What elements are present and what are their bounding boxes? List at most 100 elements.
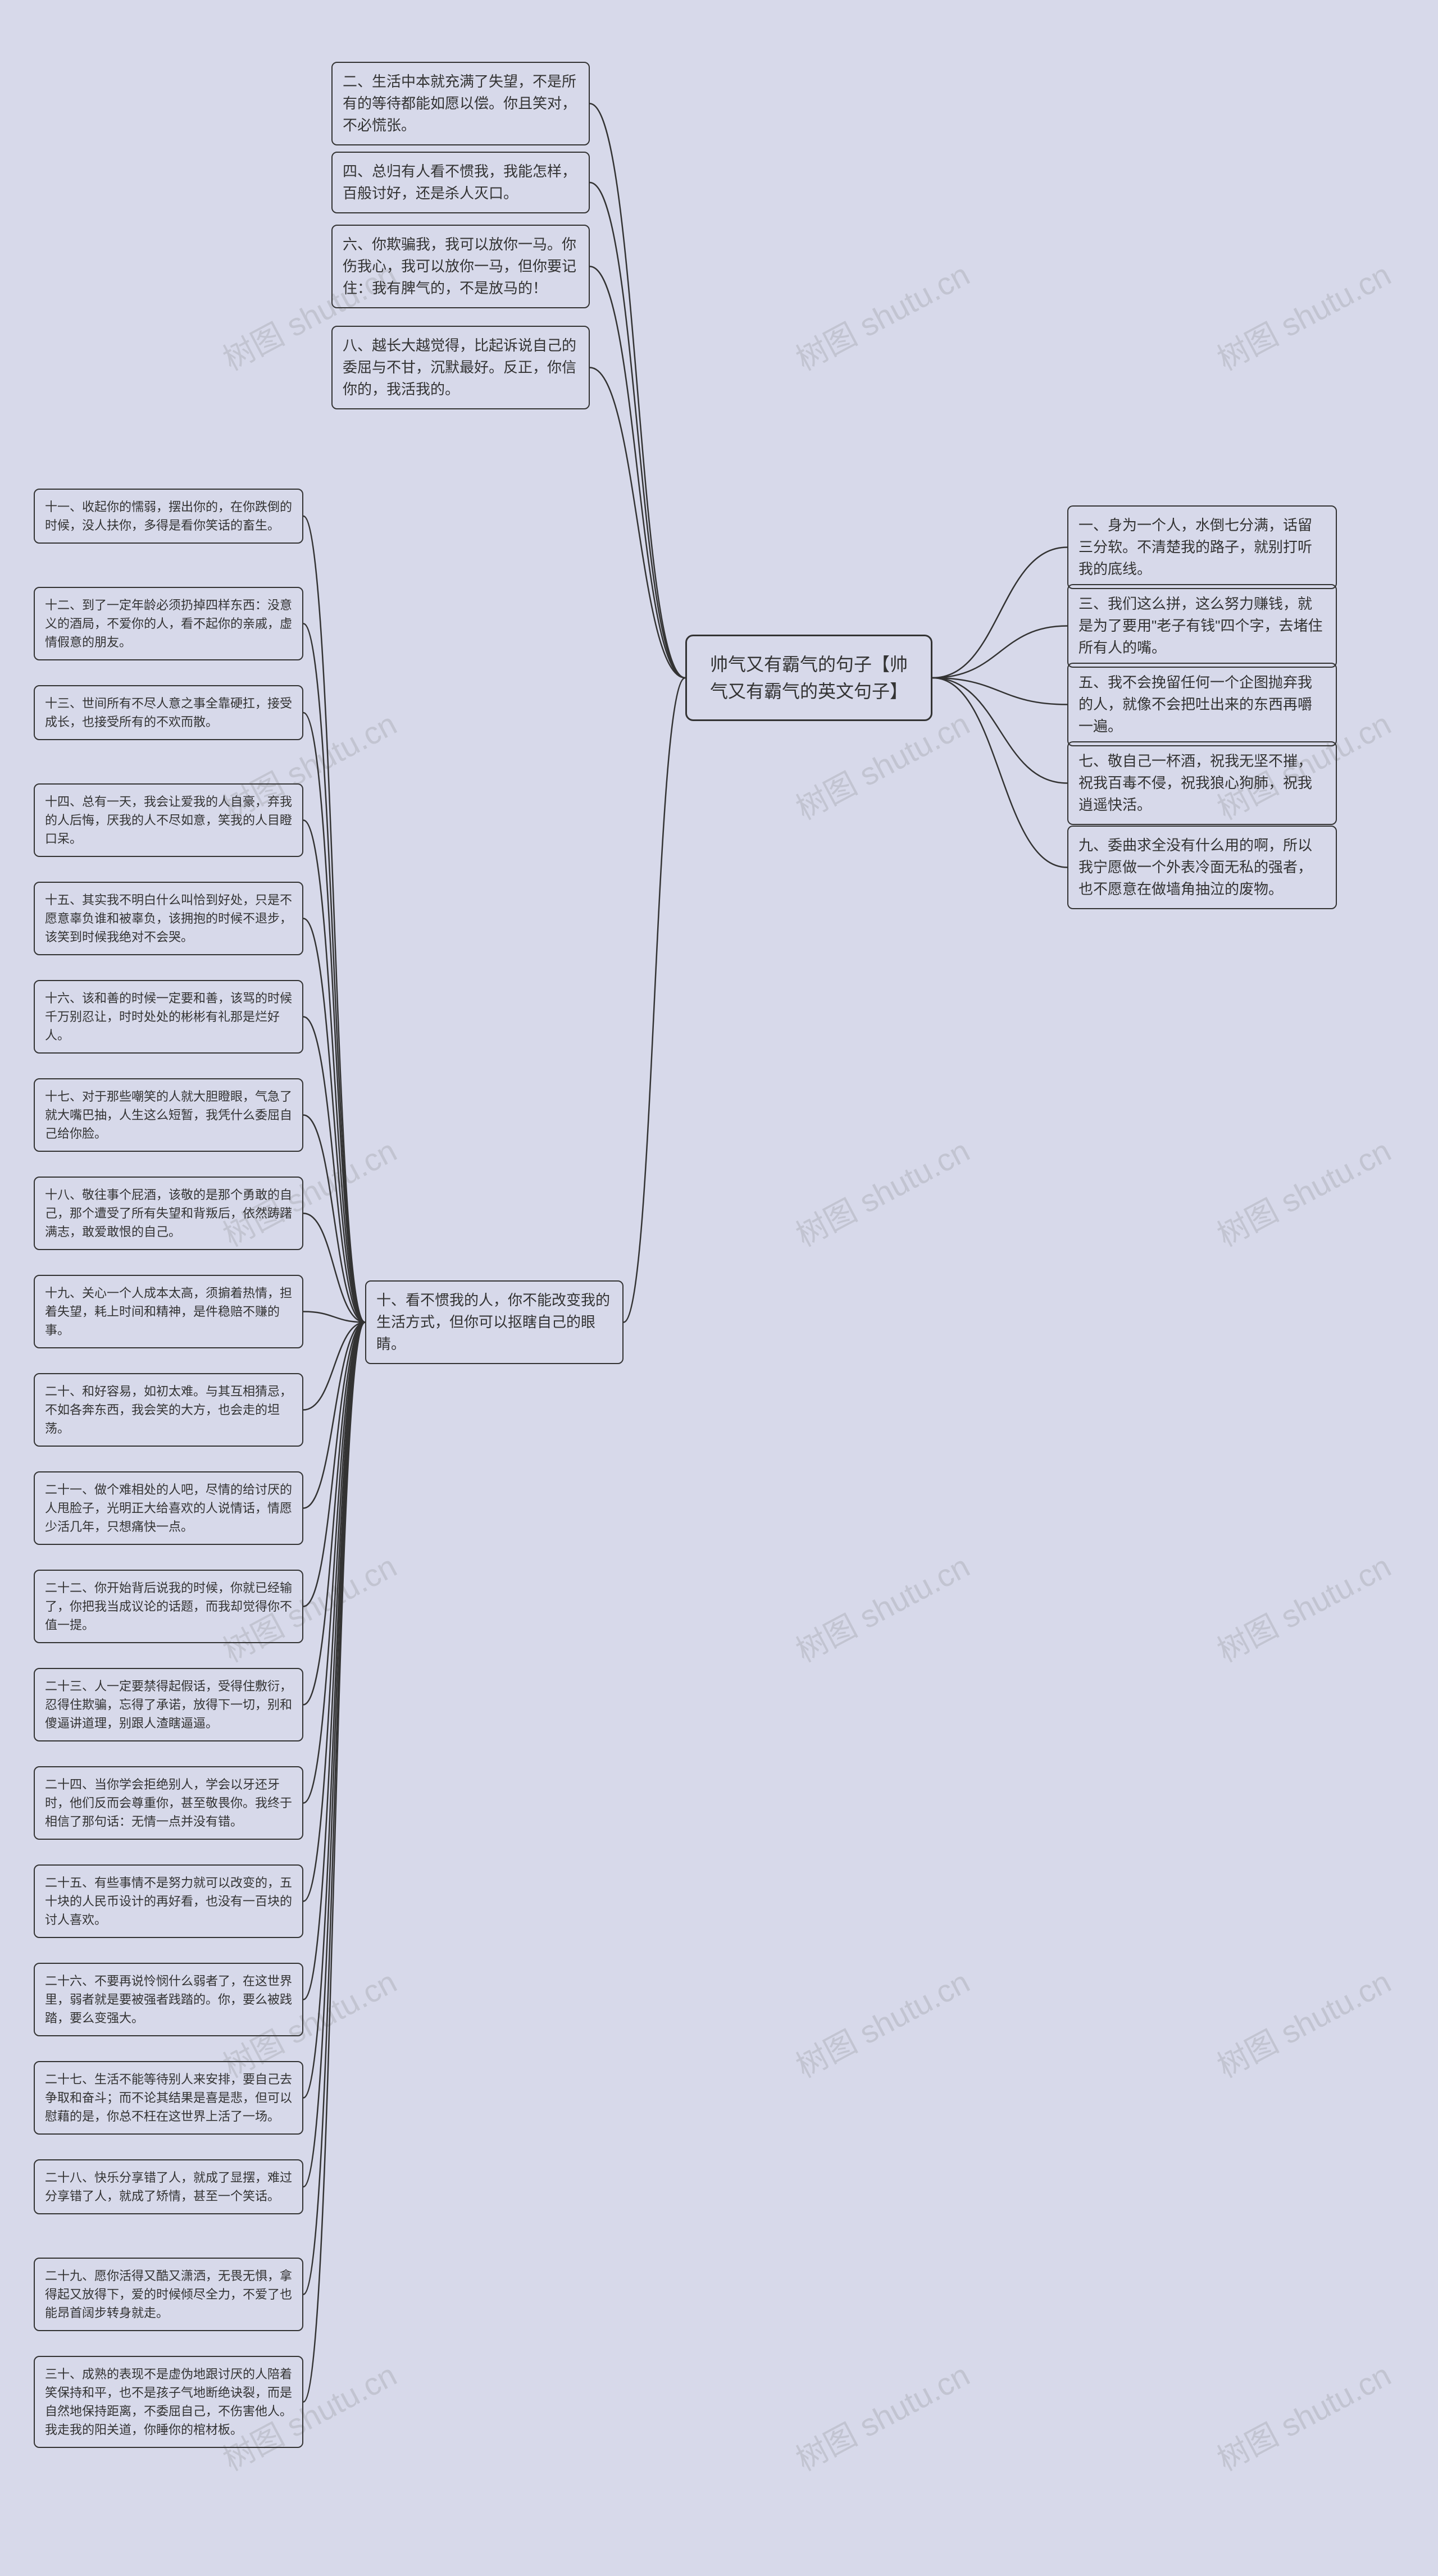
branch-ten-text: 十、看不惯我的人，你不能改变我的生活方式，但你可以抠瞎自己的眼睛。 bbox=[376, 1292, 610, 1352]
edge bbox=[590, 104, 685, 678]
leaf-node-text: 十四、总有一天，我会让爱我的人自豪，弃我的人后悔，厌我的人不尽如意，笑我的人目瞪… bbox=[45, 795, 292, 846]
watermark: 树图 shutu.cn bbox=[1208, 1957, 1398, 2087]
leaf-node-text: 十八、敬往事个屁酒，该敬的是那个勇敢的自己，那个遭受了所有失望和背叛后，依然踌躇… bbox=[45, 1188, 292, 1239]
leaf-node: 十九、关心一个人成本太高，须掮着热情，担着失望，耗上时间和精神，是件稳赔不赚的事… bbox=[34, 1275, 303, 1348]
top-branch: 二、生活中本就充满了失望，不是所有的等待都能如愿以偿。你且笑对，不必慌张。 bbox=[331, 62, 590, 145]
top-branch: 八、越长大越觉得，比起诉说自己的委屈与不甘，沉默最好。反正，你信你的，我活我的。 bbox=[331, 326, 590, 409]
edge bbox=[932, 678, 1067, 783]
edge bbox=[932, 626, 1067, 678]
watermark: 树图 shutu.cn bbox=[787, 2350, 977, 2480]
leaf-node-text: 二十七、生活不能等待别人来安排，要自己去争取和奋斗；而不论其结果是喜是悲，但可以… bbox=[45, 2072, 292, 2123]
leaf-node-text: 二十五、有些事情不是努力就可以改变的，五十块的人民币设计的再好看，也没有一百块的… bbox=[45, 1876, 292, 1927]
top-branch: 四、总归有人看不惯我，我能怎样，百般讨好，还是杀人灭口。 bbox=[331, 152, 590, 213]
leaf-node-text: 十九、关心一个人成本太高，须掮着热情，担着失望，耗上时间和精神，是件稳赔不赚的事… bbox=[45, 1286, 292, 1337]
leaf-node-text: 二十三、人一定要禁得起假话，受得住敷衍，忍得住欺骗，忘得了承诺，放得下一切，别和… bbox=[45, 1679, 292, 1730]
edge bbox=[303, 1323, 365, 1705]
leaf-node-text: 二十六、不要再说怜悯什么弱者了，在这世界里，弱者就是要被强者践踏的。你，要么被践… bbox=[45, 1974, 292, 2025]
leaf-node: 十六、该和善的时候一定要和善，该骂的时候千万别忍让，时时处处的彬彬有礼那是烂好人… bbox=[34, 980, 303, 1054]
leaf-node: 十五、其实我不明白什么叫恰到好处，只是不愿意辜负谁和被辜负，该拥抱的时候不退步，… bbox=[34, 882, 303, 955]
leaf-node: 二十四、当你学会拒绝别人，学会以牙还牙时，他们反而会尊重你，甚至敬畏你。我终于相… bbox=[34, 1766, 303, 1840]
leaf-node: 十七、对于那些嘲笑的人就大胆瞪眼，气急了就大嘴巴抽，人生这么短暂，我凭什么委屈自… bbox=[34, 1078, 303, 1152]
edge bbox=[303, 1323, 365, 1410]
edge bbox=[303, 1323, 365, 2295]
right-branch-text: 七、敬自己一杯酒，祝我无坚不摧，祝我百毒不侵，祝我狼心狗肺，祝我逍遥快活。 bbox=[1078, 753, 1312, 813]
edge bbox=[932, 678, 1067, 868]
edge bbox=[303, 1323, 365, 1508]
leaf-node-text: 十一、收起你的懦弱，摆出你的，在你跌倒的时候，没人扶你，多得是看你笑话的畜生。 bbox=[45, 500, 292, 532]
edge bbox=[303, 1115, 365, 1323]
edge bbox=[590, 267, 685, 678]
watermark: 树图 shutu.cn bbox=[1208, 1126, 1398, 1256]
leaf-node: 二十七、生活不能等待别人来安排，要自己去争取和奋斗；而不论其结果是喜是悲，但可以… bbox=[34, 2061, 303, 2135]
edge bbox=[303, 1323, 365, 2187]
top-branch: 六、你欺骗我，我可以放你一马。你伤我心，我可以放你一马，但你要记住：我有脾气的，… bbox=[331, 225, 590, 308]
watermark: 树图 shutu.cn bbox=[787, 1126, 977, 1256]
edge bbox=[303, 919, 365, 1323]
edge bbox=[932, 678, 1067, 705]
edge bbox=[303, 1017, 365, 1323]
leaf-node-text: 二十九、愿你活得又酷又潇洒，无畏无惧，拿得起又放得下，爱的时候倾尽全力，不爱了也… bbox=[45, 2269, 292, 2320]
right-branch: 七、敬自己一杯酒，祝我无坚不摧，祝我百毒不侵，祝我狼心狗肺，祝我逍遥快活。 bbox=[1067, 741, 1337, 825]
watermark: 树图 shutu.cn bbox=[1208, 250, 1398, 380]
leaf-node-text: 十二、到了一定年龄必须扔掉四样东西：没意义的酒局，不爱你的人，看不起你的亲戚，虚… bbox=[45, 598, 292, 649]
leaf-node: 十二、到了一定年龄必须扔掉四样东西：没意义的酒局，不爱你的人，看不起你的亲戚，虚… bbox=[34, 587, 303, 660]
leaf-node-text: 十六、该和善的时候一定要和善，该骂的时候千万别忍让，时时处处的彬彬有礼那是烂好人… bbox=[45, 991, 292, 1042]
watermark: 树图 shutu.cn bbox=[1208, 1542, 1398, 1671]
leaf-node-text: 二十八、快乐分享错了人，就成了显摆，难过分享错了人，就成了矫情，甚至一个笑话。 bbox=[45, 2171, 292, 2203]
edge bbox=[932, 548, 1067, 678]
right-branch-text: 三、我们这么拼，这么努力赚钱，就是为了要用"老子有钱"四个字，去堵住所有人的嘴。 bbox=[1078, 595, 1322, 656]
right-branch: 一、身为一个人，水倒七分满，话留三分软。不清楚我的路子，就别打听我的底线。 bbox=[1067, 505, 1337, 589]
leaf-node: 二十、和好容易，如初太难。与其互相猜忌，不如各奔东西，我会笑的大方，也会走的坦荡… bbox=[34, 1373, 303, 1447]
leaf-node-text: 十七、对于那些嘲笑的人就大胆瞪眼，气急了就大嘴巴抽，人生这么短暂，我凭什么委屈自… bbox=[45, 1089, 292, 1141]
leaf-node-text: 二十四、当你学会拒绝别人，学会以牙还牙时，他们反而会尊重你，甚至敬畏你。我终于相… bbox=[45, 1777, 292, 1829]
top-branch-text: 四、总归有人看不惯我，我能怎样，百般讨好，还是杀人灭口。 bbox=[343, 163, 576, 202]
leaf-node: 十四、总有一天，我会让爱我的人自豪，弃我的人后悔，厌我的人不尽如意，笑我的人目瞪… bbox=[34, 783, 303, 857]
leaf-node: 二十三、人一定要禁得起假话，受得住敷衍，忍得住欺骗，忘得了承诺，放得下一切，别和… bbox=[34, 1668, 303, 1741]
edge bbox=[303, 1323, 365, 1607]
center-node: 帅气又有霸气的句子【帅气又有霸气的英文句子】 bbox=[685, 635, 932, 721]
edge bbox=[303, 820, 365, 1323]
right-branch-text: 九、委曲求全没有什么用的啊，所以我宁愿做一个外表冷面无私的强者，也不愿意在做墙角… bbox=[1078, 837, 1312, 897]
top-branch-text: 八、越长大越觉得，比起诉说自己的委屈与不甘，沉默最好。反正，你信你的，我活我的。 bbox=[343, 337, 576, 398]
watermark: 树图 shutu.cn bbox=[787, 1957, 977, 2087]
mindmap-canvas: 树图 shutu.cn 树图 shutu.cn 树图 shutu.cn 树图 shut… bbox=[0, 0, 1438, 2576]
edge bbox=[303, 1323, 365, 1902]
right-branch: 五、我不会挽留任何一个企图抛弃我的人，就像不会把吐出来的东西再嚼一遍。 bbox=[1067, 663, 1337, 746]
leaf-node-text: 十五、其实我不明白什么叫恰到好处，只是不愿意辜负谁和被辜负，该拥抱的时候不退步，… bbox=[45, 893, 292, 944]
leaf-node-text: 十三、世间所有不尽人意之事全靠硬扛，接受成长，也接受所有的不欢而散。 bbox=[45, 696, 292, 729]
edge bbox=[590, 368, 685, 678]
watermark: 树图 shutu.cn bbox=[787, 1542, 977, 1671]
leaf-node: 十三、世间所有不尽人意之事全靠硬扛，接受成长，也接受所有的不欢而散。 bbox=[34, 685, 303, 740]
edge bbox=[303, 1214, 365, 1323]
leaf-node: 二十五、有些事情不是努力就可以改变的，五十块的人民币设计的再好看，也没有一百块的… bbox=[34, 1864, 303, 1938]
leaf-node-text: 二十二、你开始背后说我的时候，你就已经输了，你把我当成议论的话题，而我却觉得你不… bbox=[45, 1581, 292, 1632]
edge bbox=[303, 1323, 365, 1803]
edge bbox=[303, 713, 365, 1323]
leaf-node-text: 三十、成熟的表现不是虚伪地跟讨厌的人陪着笑保持和平，也不是孩子气地断绝诀裂，而是… bbox=[45, 2367, 292, 2437]
edge bbox=[303, 1323, 365, 2000]
edge bbox=[303, 1323, 365, 2402]
right-branch-text: 一、身为一个人，水倒七分满，话留三分软。不清楚我的路子，就别打听我的底线。 bbox=[1078, 517, 1312, 577]
edge bbox=[303, 1323, 365, 2098]
right-branch: 三、我们这么拼，这么努力赚钱，就是为了要用"老子有钱"四个字，去堵住所有人的嘴。 bbox=[1067, 584, 1337, 668]
edge bbox=[303, 624, 365, 1323]
leaf-node-text: 二十、和好容易，如初太难。与其互相猜忌，不如各奔东西，我会笑的大方，也会走的坦荡… bbox=[45, 1384, 292, 1435]
leaf-node: 十一、收起你的懦弱，摆出你的，在你跌倒的时候，没人扶你，多得是看你笑话的畜生。 bbox=[34, 489, 303, 544]
leaf-node: 二十一、做个难相处的人吧，尽情的给讨厌的人甩脸子，光明正大给喜欢的人说情话，情愿… bbox=[34, 1471, 303, 1545]
watermark: 树图 shutu.cn bbox=[787, 250, 977, 380]
leaf-node: 三十、成熟的表现不是虚伪地跟讨厌的人陪着笑保持和平，也不是孩子气地断绝诀裂，而是… bbox=[34, 2356, 303, 2448]
edge bbox=[303, 1312, 365, 1323]
center-node-text: 帅气又有霸气的句子【帅气又有霸气的英文句子】 bbox=[710, 654, 908, 701]
leaf-node: 二十九、愿你活得又酷又潇洒，无畏无惧，拿得起又放得下，爱的时候倾尽全力，不爱了也… bbox=[34, 2258, 303, 2331]
leaf-node: 二十六、不要再说怜悯什么弱者了，在这世界里，弱者就是要被强者践踏的。你，要么被践… bbox=[34, 1963, 303, 2036]
leaf-node: 二十八、快乐分享错了人，就成了显摆，难过分享错了人，就成了矫情，甚至一个笑话。 bbox=[34, 2159, 303, 2214]
branch-ten: 十、看不惯我的人，你不能改变我的生活方式，但你可以抠瞎自己的眼睛。 bbox=[365, 1280, 624, 1364]
edge bbox=[590, 183, 685, 678]
leaf-node-text: 二十一、做个难相处的人吧，尽情的给讨厌的人甩脸子，光明正大给喜欢的人说情话，情愿… bbox=[45, 1483, 292, 1534]
watermark: 树图 shutu.cn bbox=[1208, 2350, 1398, 2480]
right-branch-text: 五、我不会挽留任何一个企图抛弃我的人，就像不会把吐出来的东西再嚼一遍。 bbox=[1078, 674, 1312, 735]
right-branch: 九、委曲求全没有什么用的啊，所以我宁愿做一个外表冷面无私的强者，也不愿意在做墙角… bbox=[1067, 826, 1337, 909]
leaf-node: 十八、敬往事个屁酒，该敬的是那个勇敢的自己，那个遭受了所有失望和背叛后，依然踌躇… bbox=[34, 1177, 303, 1250]
edge bbox=[303, 516, 365, 1323]
leaf-node: 二十二、你开始背后说我的时候，你就已经输了，你把我当成议论的话题，而我却觉得你不… bbox=[34, 1570, 303, 1643]
